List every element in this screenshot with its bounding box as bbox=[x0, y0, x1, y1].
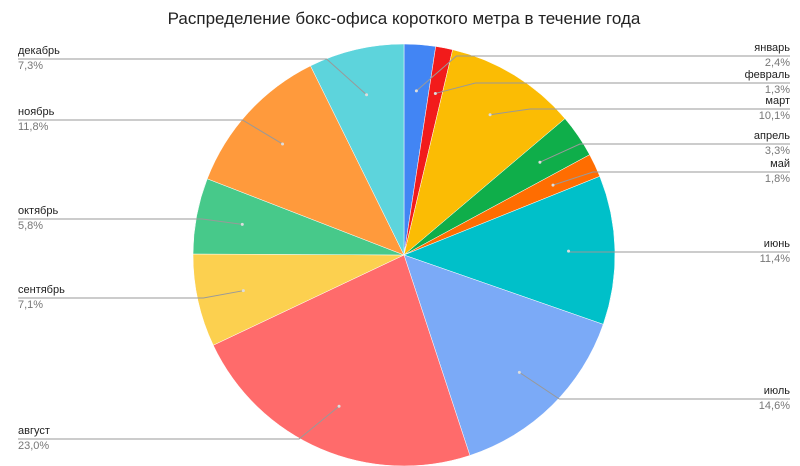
slice-value-label: 11,4% bbox=[760, 253, 791, 265]
slice-value-label: 2,4% bbox=[765, 57, 790, 69]
slice-value-label: 10,1% bbox=[759, 110, 790, 122]
slice-label: август bbox=[18, 425, 50, 437]
leader-dot bbox=[241, 289, 245, 293]
leader-dot bbox=[337, 404, 341, 408]
leader-dot bbox=[433, 91, 437, 95]
slice-value-label: 1,8% bbox=[765, 173, 790, 185]
pie-slice bbox=[403, 176, 616, 325]
slice-value-label: 3,3% bbox=[765, 145, 790, 157]
slice-label: сентябрь bbox=[18, 284, 65, 296]
slice-label: апрель bbox=[754, 130, 790, 142]
pie-slice bbox=[212, 254, 471, 466]
leader-dot bbox=[538, 160, 542, 164]
leader-line bbox=[552, 171, 790, 186]
pie-slice bbox=[403, 254, 604, 456]
leader-line bbox=[18, 290, 244, 299]
slice-value-label: 11,8% bbox=[18, 121, 49, 133]
leader-dot bbox=[414, 89, 418, 93]
slice-value-label: 5,8% bbox=[18, 220, 43, 232]
pie-slice bbox=[310, 43, 405, 256]
leader-dot bbox=[551, 183, 555, 187]
leader-line bbox=[435, 82, 790, 94]
leader-line bbox=[519, 371, 790, 400]
slice-label: март bbox=[765, 95, 790, 107]
slice-label: декабрь bbox=[18, 45, 60, 57]
leader-line bbox=[18, 405, 340, 440]
slice-label: январь bbox=[754, 42, 790, 54]
leader-line bbox=[18, 119, 283, 145]
slice-value-label: 14,6% bbox=[759, 400, 790, 412]
leader-line bbox=[416, 55, 790, 92]
pie-slice bbox=[403, 49, 566, 256]
leader-dot bbox=[365, 93, 369, 97]
leader-line bbox=[18, 218, 243, 225]
leader-line bbox=[18, 58, 367, 96]
leader-line bbox=[489, 108, 790, 116]
slice-label: октябрь bbox=[18, 205, 58, 217]
leader-line bbox=[539, 143, 790, 163]
leader-dot bbox=[240, 222, 244, 226]
slice-value-label: 7,1% bbox=[18, 299, 43, 311]
slice-label: ноябрь bbox=[18, 106, 55, 118]
pie-slice bbox=[206, 65, 405, 256]
slice-value-label: 1,3% bbox=[765, 84, 790, 96]
leader-dot bbox=[281, 142, 285, 146]
slice-value-label: 23,0% bbox=[18, 440, 49, 452]
slice-label: февраль bbox=[745, 69, 791, 81]
slice-label: июнь bbox=[764, 238, 790, 250]
leader-dot bbox=[567, 249, 571, 253]
slice-label: май bbox=[770, 158, 790, 170]
chart-title: Распределение бокс-офиса короткого метра… bbox=[168, 9, 641, 28]
slice-value-label: 7,3% bbox=[18, 60, 43, 72]
leader-dot bbox=[517, 370, 521, 374]
leader-dot bbox=[488, 113, 492, 117]
slice-label: июль bbox=[764, 385, 791, 397]
